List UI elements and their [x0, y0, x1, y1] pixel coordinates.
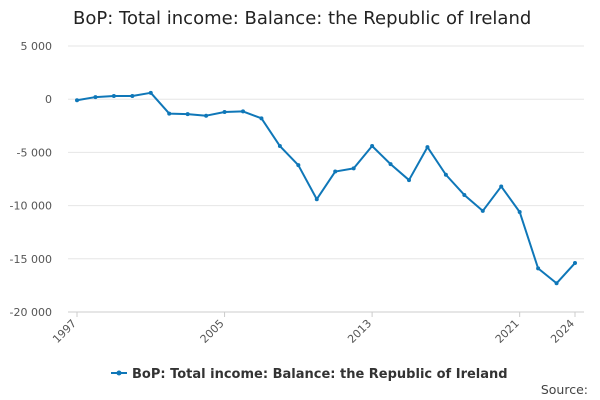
data-point: [75, 98, 79, 103]
chart-title: BoP: Total income: Balance: the Republic…: [73, 8, 532, 29]
data-point: [204, 113, 209, 118]
data-point: [536, 266, 541, 271]
data-point: [111, 94, 116, 99]
data-point: [185, 112, 190, 117]
data-point: [462, 192, 467, 197]
data-point: [351, 166, 356, 171]
data-point: [314, 197, 319, 202]
data-point: [480, 208, 485, 213]
x-tick-label: 2021: [493, 317, 522, 346]
data-point: [573, 261, 577, 266]
x-tick-label: 1997: [50, 317, 79, 346]
legend-marker-symbol: [116, 370, 122, 376]
legend[interactable]: BoP: Total income: Balance: the Republic…: [111, 367, 508, 382]
y-tick-label: -10 000: [10, 200, 52, 213]
data-point: [148, 90, 153, 95]
data-point: [425, 145, 430, 150]
y-tick-label: 5 000: [21, 40, 53, 53]
data-point: [167, 111, 172, 116]
x-axis: [68, 311, 584, 317]
data-point: [130, 94, 135, 99]
data-point: [222, 109, 227, 114]
source-label: Source:: [540, 382, 588, 397]
data-point: [554, 281, 559, 286]
data-point: [296, 163, 301, 168]
data-point: [499, 184, 504, 189]
series-line: [76, 91, 576, 285]
data-point: [388, 162, 393, 167]
grid-lines: [68, 45, 584, 313]
data-point: [517, 209, 522, 214]
x-axis-tick-labels: 1997 2005 2013 2021 2024: [50, 317, 577, 346]
data-point: [333, 169, 338, 174]
data-point: [370, 144, 375, 149]
data-point: [277, 144, 282, 149]
data-series: [75, 90, 577, 286]
data-point: [259, 116, 264, 121]
y-tick-label: 0: [45, 93, 52, 106]
y-tick-label: -20 000: [10, 306, 52, 319]
y-tick-label: -5 000: [17, 146, 52, 159]
data-point: [443, 172, 448, 177]
data-point: [407, 178, 411, 183]
x-tick-label: 2005: [198, 317, 227, 346]
x-tick-label: 2024: [548, 317, 577, 346]
y-tick-label: -15 000: [10, 253, 52, 266]
data-point: [241, 109, 245, 114]
legend-label: BoP: Total income: Balance: the Republic…: [132, 367, 508, 382]
data-point: [93, 95, 98, 100]
y-axis-tick-labels: 5 000 0 -5 000 -10 000 -15 000 -20 000: [10, 40, 52, 319]
x-tick-label: 2013: [345, 317, 374, 346]
